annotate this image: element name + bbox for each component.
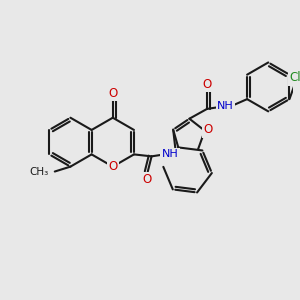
Text: O: O [142, 173, 151, 186]
Text: O: O [108, 87, 117, 100]
Text: NH: NH [162, 149, 178, 159]
Text: O: O [202, 78, 211, 91]
Text: CH₃: CH₃ [30, 167, 49, 176]
Text: NH: NH [217, 101, 234, 111]
Text: O: O [203, 123, 212, 136]
Text: O: O [108, 160, 117, 173]
Text: Cl: Cl [290, 71, 300, 84]
